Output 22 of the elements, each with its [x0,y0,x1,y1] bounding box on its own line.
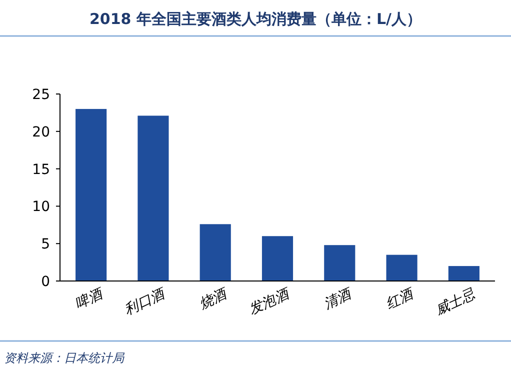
x-tick-label: 威士忌 [432,286,479,318]
x-tick-label: 红酒 [383,284,418,312]
bar [138,116,169,281]
chart-title: 2018 年全国主要酒类人均消费量（单位：L/人） [89,10,422,28]
x-tick-label: 啤酒 [72,284,108,312]
y-tick-label: 0 [41,274,50,290]
y-tick-label: 20 [32,124,50,140]
bar [76,108,107,281]
y-tick-label: 15 [32,162,50,178]
x-tick-label: 发泡酒 [246,284,294,318]
x-tick-label: 烧酒 [196,284,232,313]
y-tick-label: 5 [41,236,50,253]
y-tick-label: 25 [32,87,50,103]
bar [386,254,418,281]
x-tick-label: 利口酒 [122,284,170,318]
x-tick-label: 清酒 [321,284,356,312]
bar [262,236,294,281]
bar [324,245,356,281]
bar [200,224,231,281]
y-tick-label: 10 [32,199,50,216]
text: 资料来源：日本统计局 [4,351,125,365]
bar [448,266,480,281]
